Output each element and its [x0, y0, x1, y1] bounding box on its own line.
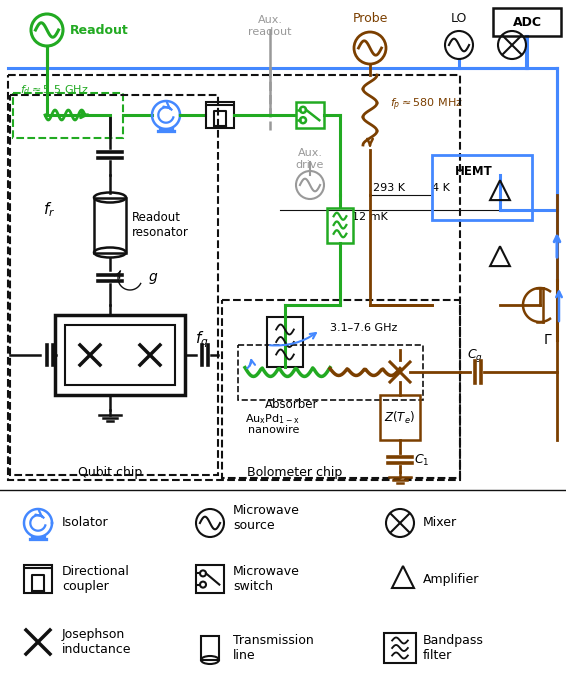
- Text: Isolator: Isolator: [62, 516, 109, 530]
- Text: Bolometer chip: Bolometer chip: [247, 466, 342, 479]
- Bar: [94, 197, 126, 253]
- Text: Amplifier: Amplifier: [423, 573, 479, 586]
- Text: Aux.
drive: Aux. drive: [296, 148, 324, 170]
- Text: 293 K: 293 K: [373, 183, 405, 193]
- Text: $C_g$: $C_g$: [467, 347, 483, 364]
- Text: $Z(T_e)$: $Z(T_e)$: [384, 410, 415, 426]
- Bar: [384, 633, 416, 663]
- Text: $f_d \approx 5.5\ \mathrm{GHz}$: $f_d \approx 5.5\ \mathrm{GHz}$: [20, 83, 88, 97]
- Bar: [432, 155, 532, 220]
- Text: $f_r$: $f_r$: [42, 201, 55, 219]
- Text: $g$: $g$: [148, 271, 158, 286]
- Bar: [201, 636, 219, 660]
- Text: LO: LO: [451, 12, 467, 25]
- Bar: [10, 95, 218, 475]
- Bar: [222, 300, 460, 478]
- Text: ADC: ADC: [512, 16, 542, 29]
- Text: HEMT: HEMT: [455, 165, 493, 178]
- Text: Directional
coupler: Directional coupler: [62, 565, 130, 593]
- Text: $\Gamma$: $\Gamma$: [543, 333, 553, 347]
- Bar: [380, 395, 420, 440]
- Text: Qubit chip: Qubit chip: [78, 466, 142, 479]
- Bar: [196, 565, 224, 593]
- Bar: [493, 8, 561, 36]
- Text: Bandpass
filter: Bandpass filter: [423, 634, 484, 662]
- Text: Transmission
line: Transmission line: [233, 634, 314, 662]
- Bar: [206, 102, 234, 128]
- Text: Mixer: Mixer: [423, 516, 457, 530]
- Text: $C_1$: $C_1$: [414, 453, 430, 468]
- Text: Absorber: Absorber: [265, 398, 319, 411]
- Text: $f_p \approx 580\ \mathrm{MHz}$: $f_p \approx 580\ \mathrm{MHz}$: [390, 97, 463, 113]
- Bar: [24, 565, 52, 593]
- Text: Microwave
switch: Microwave switch: [233, 565, 300, 593]
- Bar: [65, 325, 175, 385]
- Text: Readout
resonator: Readout resonator: [132, 211, 189, 239]
- Text: $f_q$: $f_q$: [195, 329, 209, 350]
- Text: $\mathrm{Au_xPd_{1-x}}$: $\mathrm{Au_xPd_{1-x}}$: [245, 412, 299, 426]
- Bar: [13, 93, 123, 138]
- Text: Josephson
inductance: Josephson inductance: [62, 628, 131, 656]
- Text: 12 mK: 12 mK: [352, 212, 388, 222]
- Text: 3.1–7.6 GHz: 3.1–7.6 GHz: [330, 323, 397, 333]
- Bar: [267, 317, 303, 367]
- Text: Aux.
readout: Aux. readout: [248, 15, 291, 36]
- Bar: [238, 345, 423, 400]
- Text: 4 K: 4 K: [432, 183, 450, 193]
- Bar: [8, 75, 460, 480]
- Text: Microwave
source: Microwave source: [233, 504, 300, 532]
- Text: nanowire: nanowire: [248, 425, 299, 435]
- Bar: [296, 102, 324, 128]
- Text: Probe: Probe: [352, 12, 388, 25]
- Text: Readout: Readout: [70, 23, 128, 36]
- Bar: [327, 208, 353, 242]
- Bar: [55, 315, 185, 395]
